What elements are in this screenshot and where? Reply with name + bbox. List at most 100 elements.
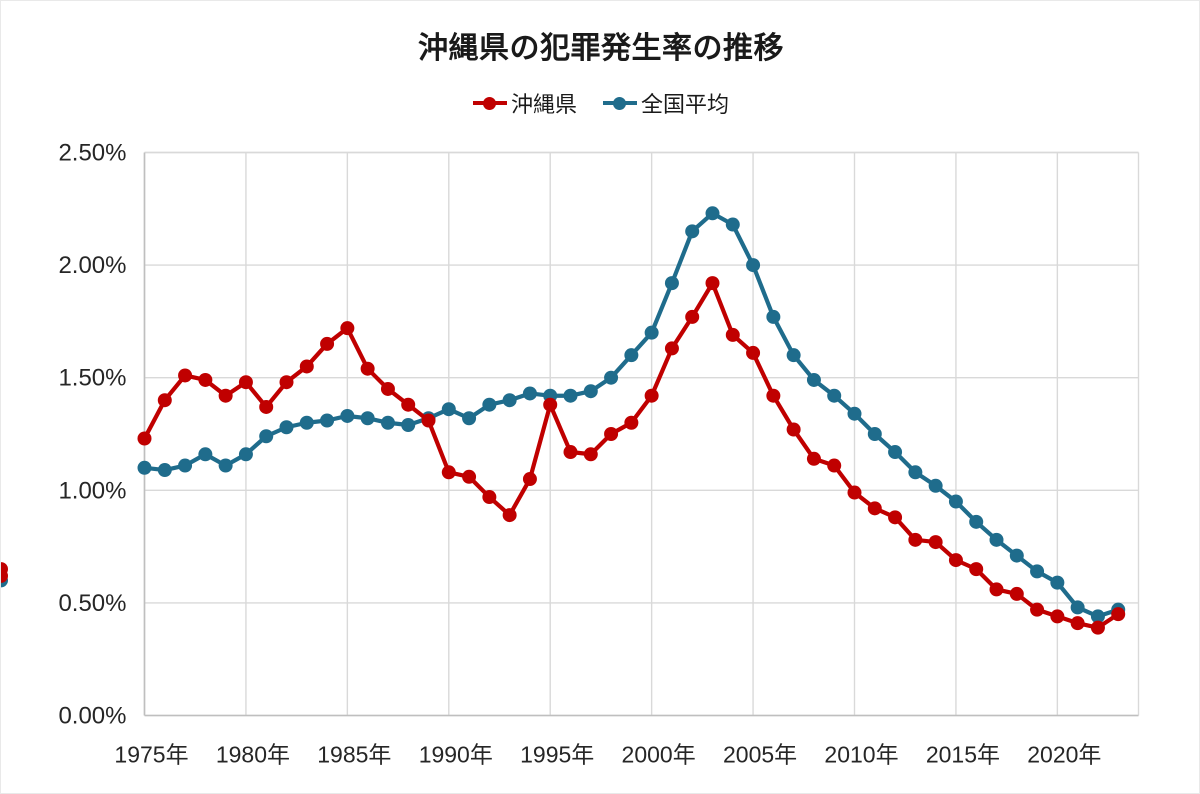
x-axis-tick-label: 1985年: [317, 742, 391, 768]
data-point: [583, 447, 598, 462]
x-axis-tick-label: 2020年: [1027, 742, 1101, 768]
data-point: [685, 224, 700, 239]
data-point: [786, 422, 801, 437]
data-point: [989, 532, 1004, 547]
series-okinawa: [1, 276, 1126, 635]
data-point: [482, 490, 497, 505]
data-point: [502, 393, 517, 408]
data-point: [624, 348, 639, 363]
x-axis-tick-label: 1995年: [520, 742, 594, 768]
data-point: [644, 325, 659, 340]
data-point: [1050, 575, 1065, 590]
legend-dot-okinawa: [482, 97, 496, 110]
data-point: [644, 388, 659, 403]
data-point: [746, 258, 761, 273]
data-point: [462, 411, 477, 426]
data-point: [137, 431, 152, 446]
x-axis-tick-label: 2015年: [926, 742, 1000, 768]
data-point: [1030, 602, 1045, 617]
y-axis-tick-label: 1.50%: [58, 365, 126, 392]
plot-background: [144, 152, 1139, 716]
data-point: [218, 388, 233, 403]
legend-item-okinawa: 沖縄県: [472, 87, 577, 119]
data-point: [766, 388, 781, 403]
data-point: [624, 415, 639, 430]
y-axis-tick-label: 2.50%: [58, 140, 126, 167]
data-point: [989, 582, 1004, 597]
data-point: [380, 415, 395, 430]
data-point: [421, 413, 436, 428]
data-point: [766, 309, 781, 324]
data-point: [1, 562, 8, 577]
data-point: [401, 417, 416, 432]
data-point: [725, 327, 740, 342]
data-point: [441, 465, 456, 480]
chart-legend: 沖縄県 全国平均: [1, 87, 1199, 119]
x-axis-tick-label: 2005年: [723, 742, 797, 768]
data-point: [157, 463, 172, 478]
data-point: [746, 345, 761, 360]
data-point: [948, 553, 963, 568]
data-point: [522, 472, 537, 487]
data-point: [563, 445, 578, 460]
data-point: [908, 465, 923, 480]
y-axis-tick-label: 0.00%: [58, 703, 126, 730]
data-point: [604, 370, 619, 385]
data-point: [238, 447, 253, 462]
series-national: [1, 206, 1126, 624]
x-axis-tick-label: 1980年: [216, 742, 290, 768]
data-point: [908, 532, 923, 547]
data-point: [360, 361, 375, 376]
data-point: [867, 427, 882, 441]
data-point: [888, 445, 903, 460]
data-point: [1030, 564, 1045, 579]
data-point: [360, 411, 375, 426]
data-point: [502, 508, 517, 523]
data-point: [806, 451, 821, 466]
data-point: [198, 447, 213, 462]
data-point: [664, 276, 679, 291]
y-axis-tick-label: 2.00%: [58, 252, 126, 279]
data-point: [299, 359, 314, 374]
data-point: [1070, 600, 1085, 615]
data-point: [563, 388, 578, 403]
data-point: [604, 427, 619, 441]
data-point: [1111, 607, 1126, 622]
legend-marker-okinawa-icon: [472, 94, 507, 112]
data-point: [380, 381, 395, 396]
data-point: [259, 399, 274, 414]
data-point: [137, 460, 152, 475]
data-point: [827, 388, 842, 403]
y-axis-tick-label: 1.00%: [58, 477, 126, 504]
legend-marker-national-icon: [603, 94, 637, 112]
data-point: [1009, 548, 1024, 563]
data-point: [238, 375, 253, 390]
data-point: [218, 458, 233, 473]
x-axis-tick-label: 1975年: [114, 742, 188, 768]
data-point: [462, 469, 477, 484]
data-point: [157, 393, 172, 408]
legend-label-okinawa: 沖縄県: [510, 92, 577, 117]
data-point: [806, 372, 821, 387]
x-axis-tick-label: 2000年: [622, 742, 696, 768]
data-point: [1009, 586, 1024, 601]
data-point: [969, 562, 984, 577]
data-point: [928, 535, 943, 550]
data-point: [969, 514, 984, 529]
data-point: [1050, 609, 1065, 624]
x-axis-tick-label: 2010年: [824, 742, 898, 768]
data-point: [1090, 620, 1105, 635]
data-point: [827, 458, 842, 473]
x-axis-tick-label: 1990年: [419, 742, 493, 768]
y-axis-tick-label: 0.50%: [58, 590, 126, 617]
data-point: [320, 336, 335, 351]
data-point: [847, 406, 862, 421]
data-point: [178, 458, 193, 473]
data-point: [279, 420, 294, 435]
data-point: [664, 341, 679, 356]
data-point: [178, 368, 193, 383]
data-point: [948, 494, 963, 509]
